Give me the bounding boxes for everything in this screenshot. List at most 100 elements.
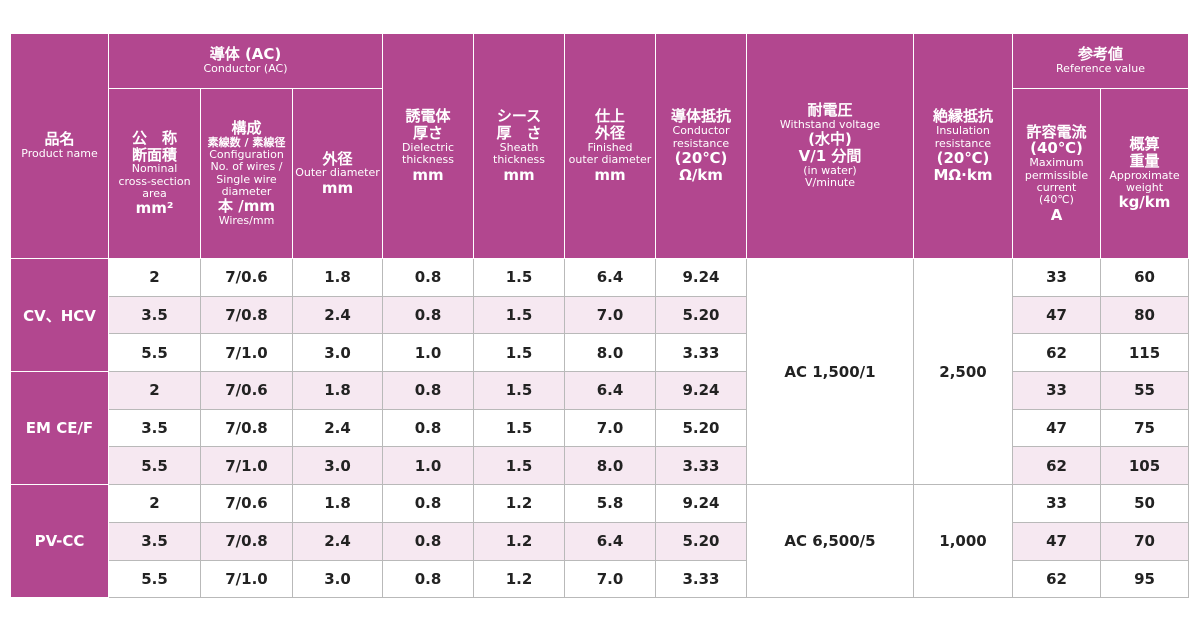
table-cell: 47: [1012, 521, 1101, 561]
table-cell: 3.0: [292, 446, 383, 486]
header-text: area: [142, 187, 167, 201]
table-cell: 50: [1100, 484, 1189, 523]
header-cell: 外径 Outer diameter mm: [292, 88, 383, 259]
table-cell: 3.5: [108, 295, 201, 335]
header-text: 厚さ: [412, 124, 443, 143]
header-text: current: [1036, 180, 1077, 194]
header-text: permissible: [1024, 168, 1089, 182]
table-cell: 2: [108, 371, 201, 410]
table-cell: 0.8: [382, 484, 474, 523]
header-text: Conductor (AC): [203, 62, 288, 76]
header-cell: シース厚 さ Sheath thickness mm: [473, 33, 565, 259]
header-text: mm: [321, 178, 354, 197]
table-cell: 62: [1012, 446, 1101, 486]
table-cell: 1.2: [473, 484, 565, 523]
header-text: 本 /mm: [218, 197, 275, 216]
header-cell: 仕上 外径 Finished outer diameter mm: [564, 33, 656, 259]
header-text: resistance: [672, 136, 730, 150]
header-text: Insulation: [936, 124, 990, 138]
table-cell: 2: [108, 258, 201, 297]
table-cell: 1.5: [473, 333, 565, 373]
table-cell: 75: [1100, 408, 1189, 448]
header-text: thickness: [493, 153, 545, 167]
header-text: 絶縁抵抗: [932, 107, 993, 126]
header-cell: 導体抵抗 Conductor resistance (20℃) Ω/km: [655, 33, 747, 259]
table-cell: 7/1.0: [200, 559, 293, 599]
table-body: CV、HCV 2 7/0.6 1.8 0.8 1.5 6.4 9.24 AC 1,500/1 2,…: [10, 257, 1189, 599]
table-cell: 2.4: [292, 408, 383, 448]
table-cell: 47: [1012, 408, 1101, 448]
table-row: PV-CC 2 7/0.6 1.8 0.8 1.2 5.8 9.24 AC 6,500/5 1,0…: [10, 484, 1189, 599]
table-cell: 7.0: [564, 559, 656, 599]
table-row: EM CE/F 2 7/0.6 1.8 0.8 1.5 6.4 9.24 33 55: [10, 371, 1189, 486]
table-cell: 7.0: [564, 408, 656, 448]
header-cell: 品名 Product name: [10, 33, 109, 259]
table-row: CV、HCV 2 7/0.6 1.8 0.8 1.5 6.4 9.24 AC 1,500/1 2,…: [10, 257, 1189, 486]
header-text: resistance: [934, 136, 992, 150]
table-cell: 6.4: [564, 258, 656, 297]
table-cell: 7/0.6: [200, 258, 293, 297]
header-cell: 誘電体 厚さ Dielectric thickness mm: [382, 33, 474, 259]
header-text: mm: [412, 165, 444, 184]
table-cell: 60: [1100, 258, 1189, 297]
header-text: 品名: [44, 130, 75, 149]
table-cell: 3.33: [655, 559, 747, 599]
header-text: 誘電体: [405, 107, 451, 126]
table-cell: 115: [1100, 333, 1189, 373]
table-cell: 9.24: [655, 484, 747, 523]
table-cell: 7.0: [564, 295, 656, 335]
table-cell: 7/0.6: [200, 484, 293, 523]
table-cell: 8.0: [564, 446, 656, 486]
table-cell: 1.5: [473, 446, 565, 486]
table-row: 3.5 7/0.8 2.4 0.8 1.2 6.4 5.20 47 70: [11, 521, 1189, 561]
table-row: 5.5 7/1.0 3.0 1.0 1.5 8.0 3.33 62 115: [11, 333, 1189, 373]
table-cell: 47: [1012, 295, 1101, 335]
header-text: 導体 (AC): [209, 45, 282, 64]
header-text: 外径: [322, 149, 353, 168]
table-cell: 80: [1100, 295, 1189, 335]
table-cell: 3.0: [292, 333, 383, 373]
table-cell: 33: [1012, 484, 1101, 523]
table-cell: 6.4: [564, 371, 656, 410]
product-name: PV-CC: [10, 484, 109, 599]
table-cell: 105: [1100, 446, 1189, 486]
header-text: Outer diameter: [295, 166, 380, 180]
header-text: シース: [496, 107, 542, 126]
header-text: 許容電流: [1026, 122, 1087, 141]
table-cell: 5.8: [564, 484, 656, 523]
header-cell: 参考値 Reference value: [1012, 33, 1189, 89]
header-cell: 構成 素線数 / 素線径 Configuration No. of wires / Si…: [200, 88, 293, 259]
table-cell: 1.8: [292, 258, 383, 297]
header-text: 耐電圧: [807, 101, 853, 120]
table-cell: 5.5: [108, 333, 201, 373]
header-cell: 絶縁抵抗 Insulation resistance (20℃) MΩ·km: [913, 33, 1013, 259]
table-cell: 8.0: [564, 333, 656, 373]
table-cell: 7/1.0: [200, 446, 293, 486]
header-text: 外径: [594, 124, 625, 143]
header-text: Ω/km: [679, 165, 723, 184]
header-text: (水中): [808, 130, 852, 149]
table-cell: 7/0.8: [200, 521, 293, 561]
header-text: thickness: [402, 153, 454, 167]
table-cell: 9.24: [655, 371, 747, 410]
table-cell: 33: [1012, 371, 1101, 410]
header-text: Maximum: [1029, 156, 1084, 170]
table-cell: 1.0: [382, 333, 474, 373]
table-cell: 95: [1100, 559, 1189, 599]
table-cell: 5.5: [108, 559, 201, 599]
header-text: cross-section: [118, 174, 191, 188]
header-text: A: [1050, 205, 1063, 224]
table-cell: 1.5: [473, 371, 565, 410]
table-cell: 1.8: [292, 371, 383, 410]
withstand-voltage: AC 1,500/1: [746, 257, 914, 486]
table-cell: 70: [1100, 521, 1189, 561]
header-text: (40℃): [1030, 139, 1083, 158]
insulation-resistance: 2,500: [913, 257, 1013, 486]
header-text: (20℃): [674, 148, 728, 167]
table-cell: 5.20: [655, 295, 747, 335]
table-row: 3.5 7/0.8 2.4 0.8 1.5 7.0 5.20 47 80: [11, 295, 1189, 335]
table-cell: 5.5: [108, 446, 201, 486]
header-text: Approximate: [1109, 168, 1180, 182]
table-cell: 0.8: [382, 258, 474, 297]
